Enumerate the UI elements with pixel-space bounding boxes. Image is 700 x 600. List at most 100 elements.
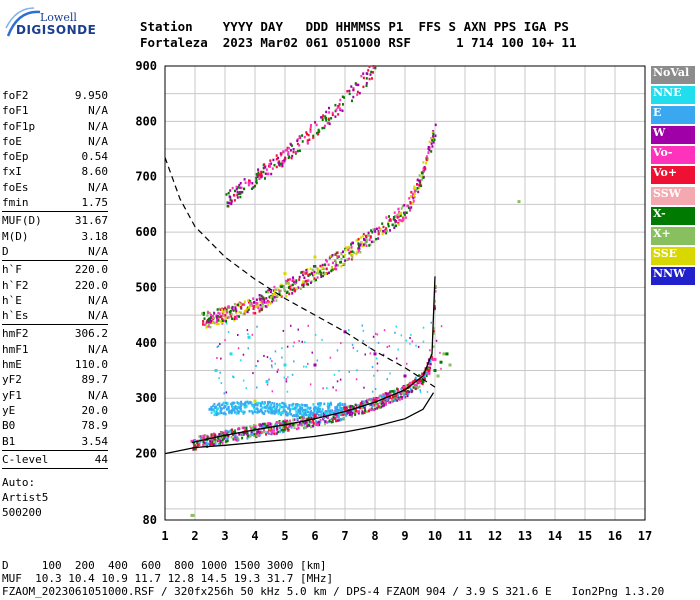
echo-point bbox=[242, 353, 245, 356]
echo-point bbox=[224, 339, 226, 342]
echo-point bbox=[215, 413, 218, 417]
echo-point bbox=[224, 313, 227, 317]
echo-point bbox=[382, 229, 385, 233]
echo-point bbox=[307, 273, 310, 277]
echo-point bbox=[372, 65, 375, 68]
echo-point bbox=[322, 274, 325, 278]
echo-point bbox=[365, 84, 368, 87]
echo-point bbox=[321, 263, 324, 267]
echo-point bbox=[256, 302, 259, 305]
echo-point bbox=[230, 315, 233, 318]
echo-point bbox=[282, 427, 285, 430]
echo-point bbox=[219, 410, 222, 413]
param-row: MUF(D) 31.67 bbox=[2, 213, 108, 228]
echo-point bbox=[210, 321, 213, 325]
echo-point bbox=[412, 200, 415, 203]
echo-point bbox=[283, 288, 286, 291]
echo-point bbox=[306, 132, 308, 136]
echo-point bbox=[270, 162, 273, 165]
echo-point bbox=[335, 261, 337, 264]
echo-point bbox=[206, 436, 209, 439]
echo-point bbox=[425, 157, 428, 160]
param-row: foF1p N/A bbox=[2, 119, 108, 134]
echo-point bbox=[296, 405, 299, 408]
echo-point bbox=[348, 370, 350, 373]
echo-point bbox=[317, 409, 320, 412]
echo-point bbox=[362, 405, 364, 408]
echo-point bbox=[354, 403, 357, 407]
echo-point bbox=[331, 268, 334, 271]
legend-entry: X+ bbox=[651, 226, 695, 245]
echo-point bbox=[287, 407, 290, 410]
echo-point bbox=[409, 381, 411, 385]
echo-point bbox=[243, 300, 246, 303]
echo-point bbox=[303, 365, 305, 368]
echo-point bbox=[280, 413, 282, 416]
echo-point bbox=[348, 329, 350, 331]
echo-point bbox=[340, 265, 343, 268]
echo-point bbox=[225, 320, 227, 323]
echo-point bbox=[337, 403, 340, 406]
echo-point bbox=[225, 308, 228, 311]
echo-point bbox=[319, 264, 322, 268]
echo-point bbox=[275, 407, 278, 411]
echo-point bbox=[230, 202, 233, 206]
echo-point bbox=[266, 424, 269, 428]
echo-point bbox=[250, 302, 253, 305]
echo-point bbox=[300, 271, 303, 274]
footer-distance-line: D 100 200 400 600 800 1000 1500 3000 [km… bbox=[2, 559, 327, 572]
echo-point bbox=[254, 407, 257, 411]
echo-point bbox=[351, 343, 354, 346]
echo-point bbox=[345, 406, 348, 409]
echo-point bbox=[377, 396, 380, 400]
series-point bbox=[298, 408, 302, 412]
echo-point bbox=[252, 433, 255, 436]
echo-point bbox=[267, 401, 269, 404]
echo-point bbox=[221, 317, 224, 321]
echo-point bbox=[345, 246, 348, 249]
echo-point bbox=[301, 406, 304, 410]
echo-point bbox=[287, 151, 290, 154]
echo-point bbox=[233, 411, 236, 414]
param-row: C-level 44 bbox=[2, 452, 108, 467]
echo-point bbox=[387, 221, 390, 224]
echo-point bbox=[260, 170, 263, 174]
legend-entry: Vo- bbox=[651, 146, 695, 165]
echo-point bbox=[315, 278, 317, 282]
echo-point bbox=[285, 294, 288, 298]
echo-point bbox=[381, 404, 384, 408]
echo-point bbox=[270, 172, 273, 176]
echo-point bbox=[323, 402, 326, 406]
series-point bbox=[268, 406, 272, 410]
echo-point bbox=[217, 317, 220, 320]
echo-point bbox=[432, 327, 435, 330]
echo-point bbox=[403, 391, 406, 394]
echo-point bbox=[235, 185, 238, 189]
echo-point bbox=[288, 292, 291, 296]
echo-point bbox=[360, 241, 363, 244]
echo-point bbox=[230, 410, 233, 414]
param-row: hmF2 306.2 bbox=[2, 326, 108, 341]
echo-point bbox=[309, 125, 312, 129]
echo-point bbox=[296, 139, 299, 142]
echo-point bbox=[385, 395, 388, 398]
echo-point bbox=[270, 409, 273, 413]
legend-entry: Vo+ bbox=[651, 166, 695, 185]
echo-point bbox=[397, 221, 400, 225]
echo-point bbox=[269, 159, 272, 162]
echo-point bbox=[240, 190, 243, 194]
echo-point bbox=[256, 174, 259, 177]
echo-point bbox=[283, 376, 285, 379]
echo-point bbox=[266, 409, 269, 413]
echo-point bbox=[229, 189, 232, 192]
echo-point bbox=[400, 391, 403, 395]
legend-entry: W bbox=[651, 126, 695, 145]
echo-point bbox=[306, 141, 309, 145]
echo-point bbox=[342, 255, 345, 258]
echo-point bbox=[255, 180, 258, 183]
echo-point bbox=[340, 409, 343, 413]
series-point bbox=[253, 403, 257, 407]
echo-point bbox=[377, 232, 380, 235]
echo-point bbox=[410, 195, 412, 198]
echo-point bbox=[302, 285, 305, 288]
